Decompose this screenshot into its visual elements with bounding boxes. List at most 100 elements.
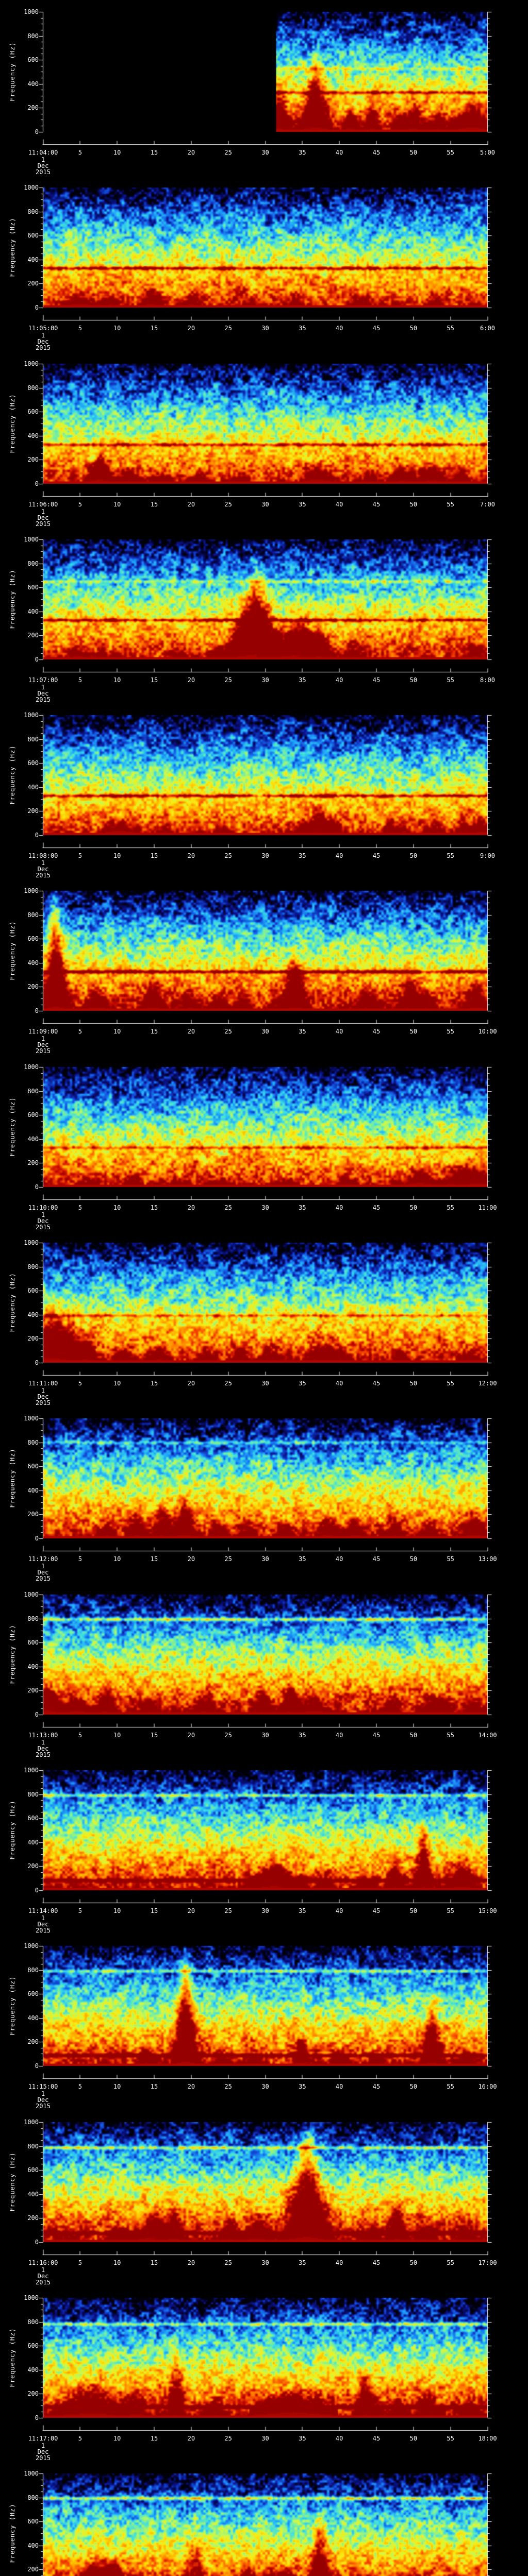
x-tick-label: 55: [447, 1380, 454, 1387]
x-tick-label: 40: [335, 2435, 343, 2442]
x-tick-label: 55: [447, 2435, 454, 2442]
spectrogram-canvas: [0, 0, 528, 176]
date-label-line: 2015: [36, 2454, 51, 2462]
x-tick-label: 20: [187, 1732, 195, 1739]
spectrogram-panel: Frequency (Hz) 0 200 400 600 800 1000 11:16:00 5…: [0, 2110, 528, 2286]
y-tick-label: 400: [27, 959, 39, 967]
x-tick-label: 15: [150, 1555, 158, 1563]
x-tick-label: 30: [261, 2083, 269, 2090]
x-tick-label: 55: [447, 325, 454, 332]
y-tick-label: 600: [27, 759, 39, 767]
x-tick-label: 20: [187, 325, 195, 332]
x-tick-label: 30: [261, 1555, 269, 1563]
x-tick-label: 11:06:00: [28, 501, 58, 508]
date-label-line: 2015: [36, 344, 51, 351]
y-tick-label: 600: [27, 1111, 39, 1118]
x-tick-label: 50: [409, 852, 418, 859]
date-label-line: 1: [41, 2090, 45, 2097]
x-tick-label: 45: [372, 501, 381, 508]
x-tick-label: 10: [113, 1732, 121, 1739]
x-tick-label: 5: [78, 149, 82, 156]
x-tick-label: 55: [447, 2083, 454, 2090]
date-label-line: Dec: [37, 162, 49, 170]
x-tick-label: 45: [372, 1204, 381, 1211]
x-tick-label: 50: [409, 2083, 418, 2090]
y-tick-label: 1000: [24, 184, 39, 191]
x-tick-label: 5: [78, 501, 82, 508]
date-label-line: 1: [41, 684, 45, 691]
date-label-line: Dec: [37, 514, 49, 521]
y-axis-title: Frequency (Hz): [9, 217, 16, 277]
spectrogram-panel: Frequency (Hz) 0 200 400 600 800 1000 11:04:00 5…: [0, 0, 528, 176]
x-tick-label: 35: [299, 2259, 306, 2266]
x-tick-label: 25: [224, 2259, 232, 2266]
x-tick-label: 15: [150, 149, 158, 156]
x-tick-label: 35: [299, 852, 306, 859]
y-tick-label: 400: [27, 2541, 39, 2549]
x-tick-label: 40: [335, 1732, 343, 1739]
x-tick-label: 25: [224, 852, 232, 859]
y-tick-label: 600: [27, 2518, 39, 2525]
x-tick-label: 50: [409, 1732, 418, 1739]
y-axis-title: Frequency (Hz): [9, 921, 16, 980]
y-axis-title: Frequency (Hz): [9, 745, 16, 805]
x-tick-label: 30: [261, 676, 269, 684]
date-label-line: Dec: [37, 690, 49, 697]
y-tick-label: 400: [27, 256, 39, 263]
x-tick-label: 25: [224, 2083, 232, 2090]
x-tick-label: 35: [299, 2083, 306, 2090]
x-tick-label: 20: [187, 149, 195, 156]
y-tick-label: 1000: [24, 360, 39, 367]
x-tick-label: 11:13:00: [28, 1732, 58, 1739]
spectrogram-canvas: [0, 352, 528, 528]
y-tick-label: 800: [27, 1438, 39, 1446]
x-tick-label: 20: [187, 2083, 195, 2090]
x-tick-label: 40: [335, 2259, 343, 2266]
x-tick-label: 5: [78, 852, 82, 859]
x-tick-label: 15: [150, 1204, 158, 1211]
x-tick-label: 25: [224, 501, 232, 508]
x-tick-label: 45: [372, 2259, 381, 2266]
x-tick-label: 20: [187, 1907, 195, 1914]
y-axis-title: Frequency (Hz): [9, 2328, 16, 2387]
date-label-line: 2015: [36, 2279, 51, 2286]
x-tick-label: 14:00: [478, 1732, 497, 1739]
x-tick-label: 8:00: [480, 676, 495, 684]
date-label-line: 1: [41, 332, 45, 339]
x-tick-label: 30: [261, 852, 269, 859]
x-tick-label: 10: [113, 676, 121, 684]
x-tick-label: 45: [372, 852, 381, 859]
date-label-line: 2015: [36, 1575, 51, 1582]
y-tick-label: 800: [27, 208, 39, 215]
date-label-line: Dec: [37, 866, 49, 873]
x-tick-label: 35: [299, 1204, 306, 1211]
x-tick-label: 55: [447, 1204, 454, 1211]
x-tick-label: 10: [113, 149, 121, 156]
spectrogram-canvas: [0, 1583, 528, 1759]
x-tick-label: 15: [150, 1380, 158, 1387]
y-tick-label: 600: [27, 1287, 39, 1294]
y-tick-label: 1000: [24, 887, 39, 894]
x-tick-label: 50: [409, 501, 418, 508]
y-tick-label: 1000: [24, 1415, 39, 1422]
x-tick-label: 5:00: [480, 149, 495, 156]
y-tick-label: 200: [27, 632, 39, 639]
date-label-line: Dec: [37, 2448, 49, 2455]
x-tick-label: 10: [113, 2435, 121, 2442]
date-label-line: 1: [41, 1211, 45, 1218]
spectrogram-canvas: [0, 1758, 528, 1935]
x-tick-label: 55: [447, 1907, 454, 1914]
y-tick-label: 600: [27, 56, 39, 63]
x-tick-label: 11:15:00: [28, 2083, 58, 2090]
x-tick-label: 10:00: [478, 1028, 497, 1035]
x-tick-label: 17:00: [478, 2259, 497, 2266]
x-tick-label: 10: [113, 2259, 121, 2266]
x-tick-label: 5: [78, 1732, 82, 1739]
y-tick-label: 400: [27, 1311, 39, 1318]
x-tick-label: 20: [187, 676, 195, 684]
y-axis-title: Frequency (Hz): [9, 569, 16, 629]
y-axis-title: Frequency (Hz): [9, 2152, 16, 2212]
x-tick-label: 5: [78, 1028, 82, 1035]
x-tick-label: 10: [113, 1907, 121, 1914]
date-label-line: Dec: [37, 338, 49, 345]
